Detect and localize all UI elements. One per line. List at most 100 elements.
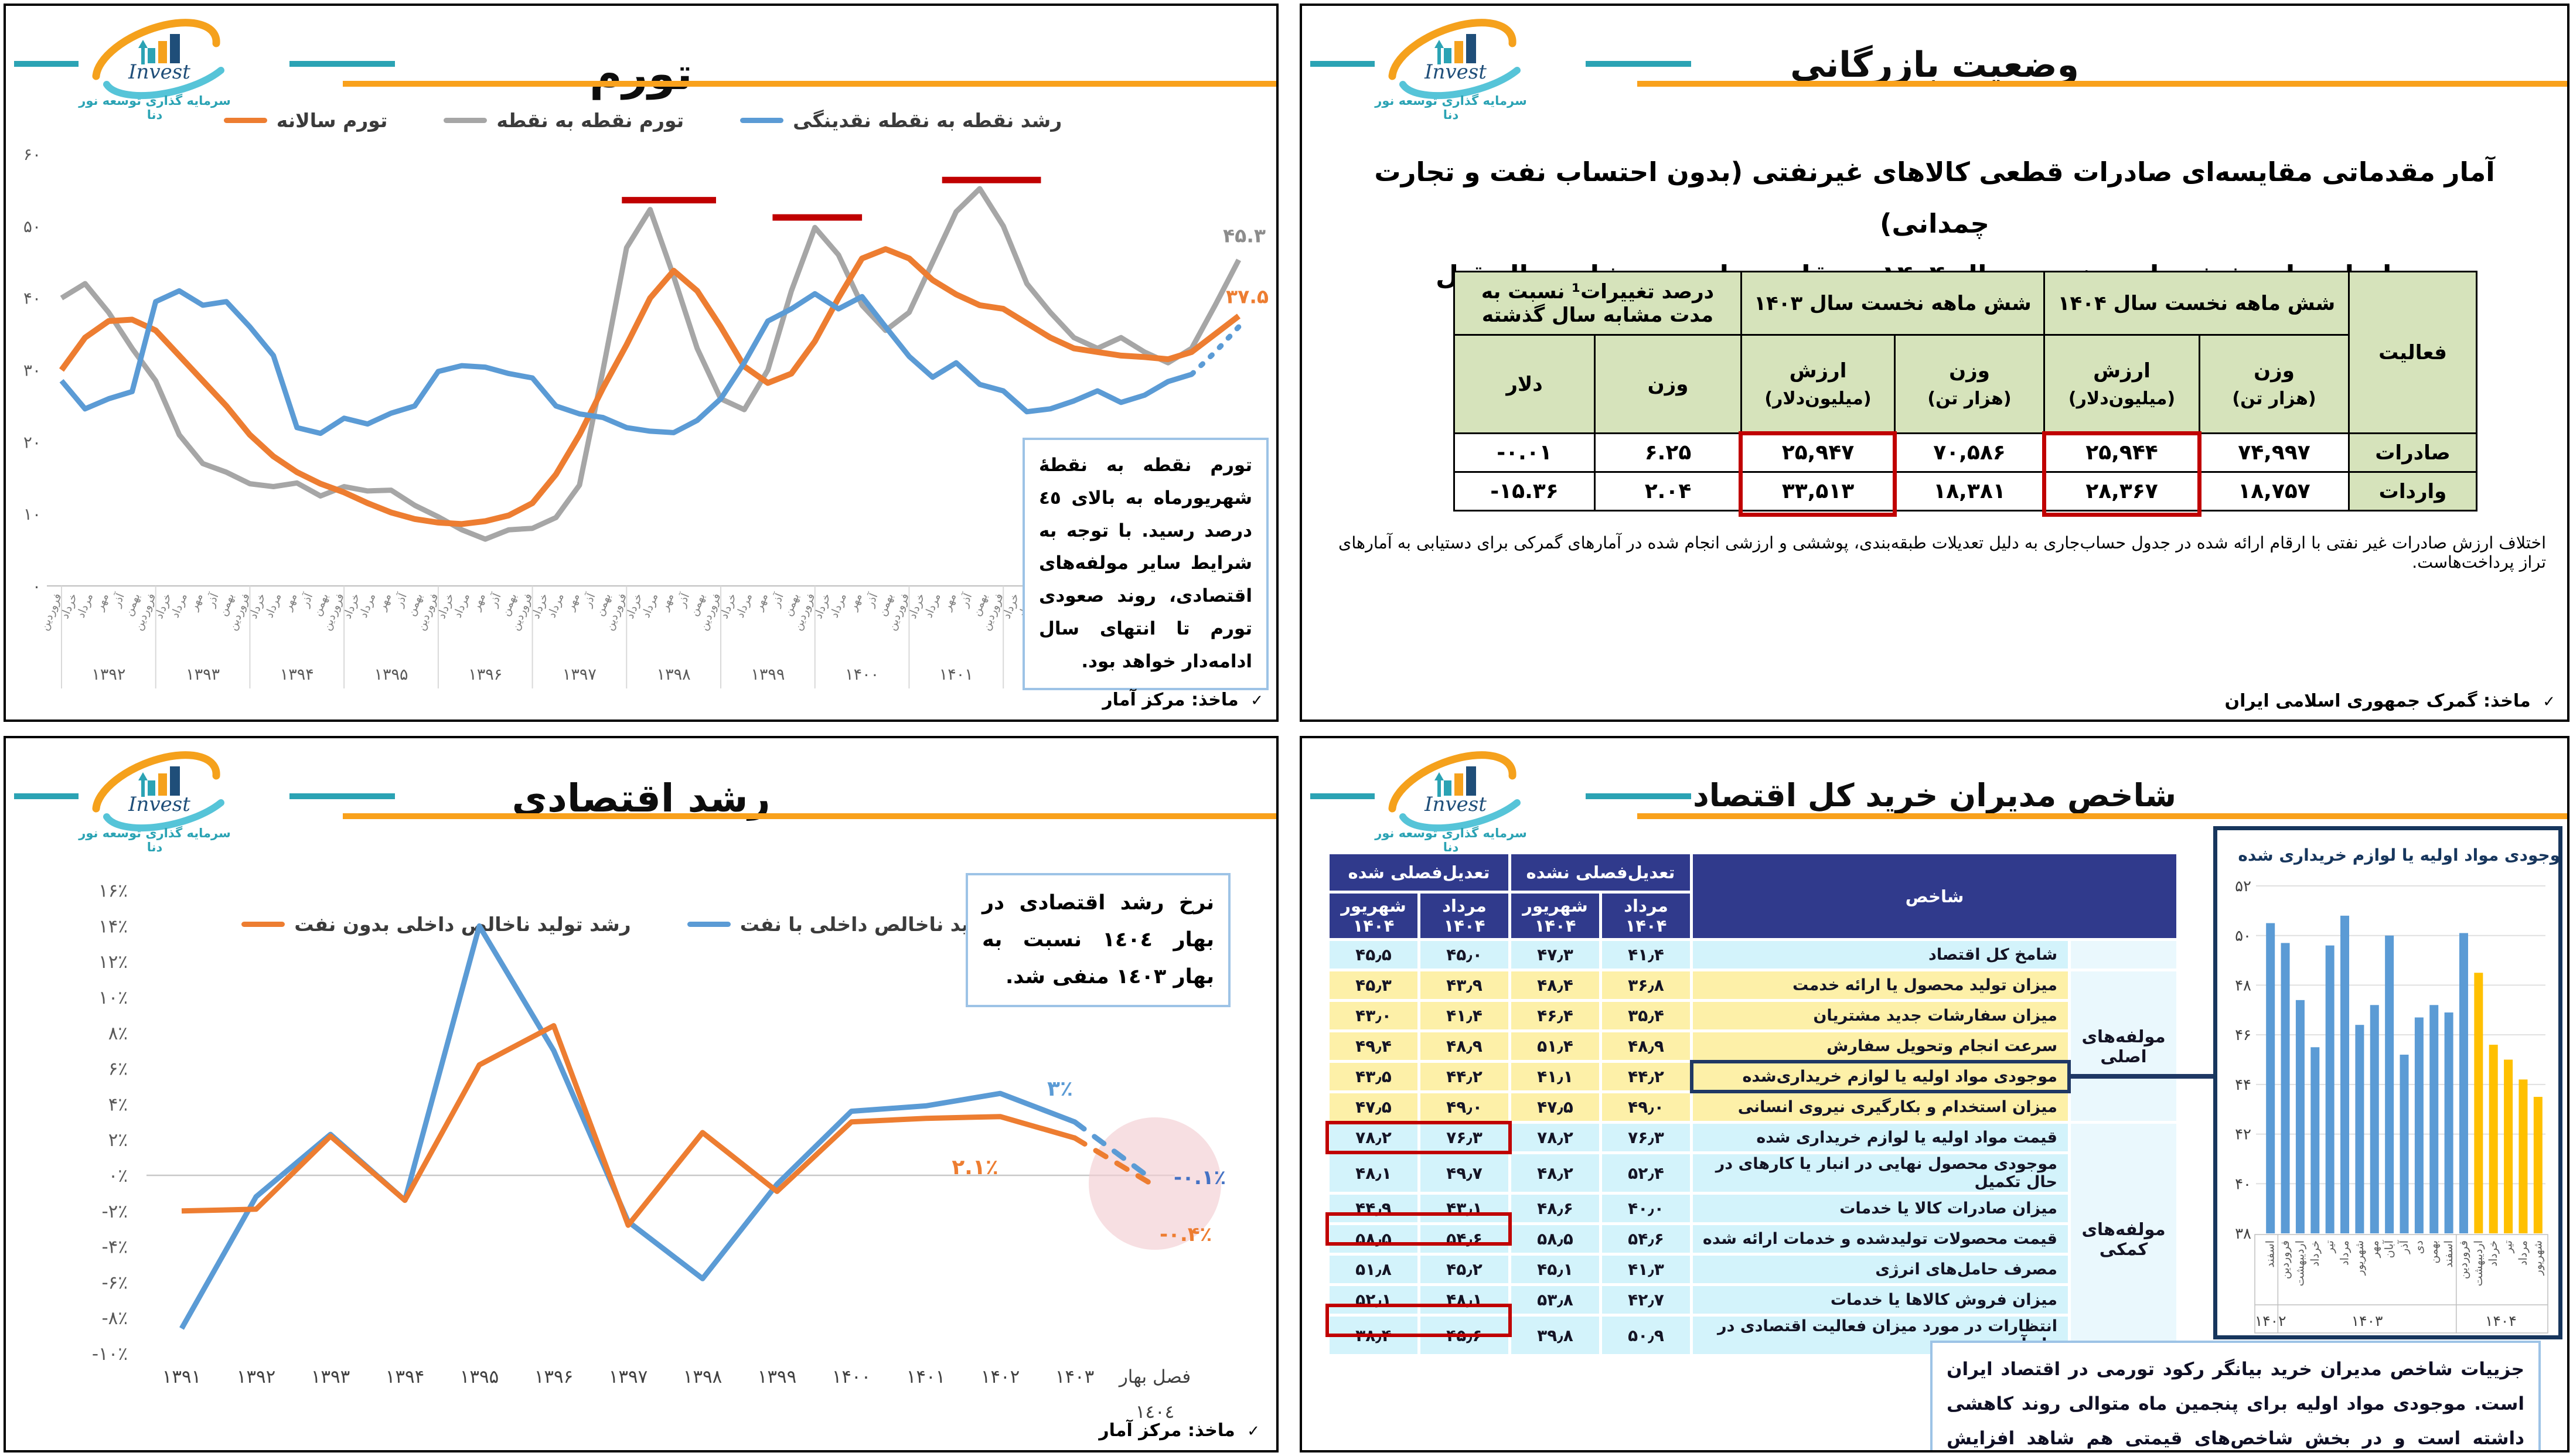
svg-text:فروردین: فروردین — [2457, 1240, 2470, 1279]
svg-text:۱۳۹۴: ۱۳۹۴ — [386, 1366, 425, 1387]
pmi-value: ۴۶٫۴ — [1511, 1002, 1599, 1029]
svg-text:۱۴۰۱: ۱۴۰۱ — [939, 666, 973, 684]
trade-footnote: اختلاف ارزش صادرات غیر نفتی با ارقام ارا… — [1338, 533, 2546, 572]
bar — [2504, 1059, 2513, 1233]
pmi-bar-chart: موجودی مواد اولیه یا لوازم خریداری شده ۵۲… — [2213, 826, 2567, 1339]
col-group-1404: شش ماهه نخست سال ۱۴۰۴ — [2043, 271, 2350, 336]
col-weight-1404: وزن (هزار تن) — [2199, 334, 2350, 434]
svg-text:بهمن: بهمن — [2428, 1240, 2441, 1264]
pmi-value: ۴۵٫۶ — [1420, 1317, 1508, 1354]
pmi-table-row: سرعت انجام وتحویل سفارش ۴۸٫۹ ۵۱٫۴ ۴۸٫۹ ۴۹٫۴ — [1330, 1032, 2176, 1060]
svg-text:۲.۱٪: ۲.۱٪ — [952, 1155, 998, 1179]
pmi-value: ۵۲٫۴ — [1602, 1154, 1690, 1192]
svg-text:دی: دی — [2412, 1240, 2425, 1254]
svg-text:۱۳۹۶: ۱۳۹۶ — [534, 1366, 574, 1387]
pmi-value: ۴۷٫۳ — [1511, 941, 1599, 969]
svg-text:۱۳۹۲: ۱۳۹۲ — [237, 1366, 276, 1387]
pmi-col-unadj-shahrivar: شهریور ۱۴۰۴ — [1511, 894, 1599, 938]
pmi-table-row: قیمت محصولات تولیدشده و خدمات ارائه شده ۵… — [1330, 1225, 2176, 1253]
logo-caption: سرمایه گذاری توسعه نور دنا — [79, 826, 231, 854]
pmi-table-row: مولفه‌های کمکی قیمت مواد اولیه یا لوازم خ… — [1330, 1124, 2176, 1354]
svg-text:۱۴۰۲: ۱۴۰۲ — [2255, 1312, 2286, 1329]
col-pct-weight: وزن — [1594, 334, 1742, 434]
legend-item: تورم سالانه — [220, 109, 387, 132]
pmi-value: ۴۲٫۷ — [1602, 1286, 1690, 1314]
pmi-group-label — [2071, 941, 2176, 969]
pmi-value: ۴۹٫۷ — [1420, 1154, 1508, 1192]
pmi-indicator-name: مصرف حامل‌های انرژی — [1693, 1256, 2068, 1283]
svg-text:۱٤۰٤: ۱٤۰٤ — [1136, 1402, 1175, 1423]
svg-text:اسفند: اسفند — [2442, 1240, 2455, 1268]
trade-panel: Invest سرمایه گذاری توسعه نور دنا وضعیت ب… — [1300, 4, 2569, 722]
svg-text:۱۴۰۱: ۱۴۰۱ — [906, 1366, 946, 1387]
check-icon: ✓ — [2543, 693, 2555, 711]
title-rule — [342, 813, 1276, 819]
svg-text:۴۰: ۴۰ — [23, 289, 41, 308]
pmi-value: ۴۵٫۱ — [1511, 1256, 1599, 1283]
pmi-value: ۵۱٫۴ — [1511, 1032, 1599, 1060]
pmi-indicator-name: موجودی محصول نهایی در انبار یا کارهای در… — [1693, 1154, 2068, 1192]
company-logo: Invest سرمایه گذاری توسعه نور دنا — [1310, 11, 1691, 122]
invest-logo-icon: Invest — [1375, 739, 1533, 836]
p2p-inflation-line — [60, 186, 1241, 542]
pmi-value: ۴۳٫۹ — [1420, 971, 1508, 999]
invest-logo-icon: Invest — [79, 7, 237, 103]
svg-text:۲٪: ۲٪ — [108, 1130, 128, 1151]
pmi-value: ۴۸٫۹ — [1420, 1032, 1508, 1060]
svg-text:موجودی مواد اولیه یا لوازم خری: موجودی مواد اولیه یا لوازم خریداری شده — [2238, 845, 2558, 865]
svg-text:مرداد: مرداد — [2339, 1240, 2352, 1266]
col-pct-dollar: دلار — [1453, 334, 1596, 434]
pmi-col-index: شاخص — [1693, 854, 2176, 938]
pmi-table-row: میزان صادرات کالا یا خدمات ۴۰٫۰ ۴۸٫۶ ۴۳٫۱ ۴۴… — [1330, 1195, 2176, 1222]
svg-text:مهر: مهر — [93, 592, 111, 613]
pmi-value: ۴۴٫۹ — [1330, 1195, 1417, 1222]
svg-text:۱۴۰۳: ۱۴۰۳ — [2352, 1312, 2383, 1329]
col-value-1404: ارزش (میلیون‌دلار) — [2043, 334, 2200, 434]
svg-text:۴۶: ۴۶ — [2235, 1027, 2251, 1044]
svg-text:۶٪: ۶٪ — [108, 1059, 128, 1080]
pmi-value: ۴۳٫۵ — [1330, 1063, 1417, 1090]
bar — [2444, 1012, 2453, 1233]
col-group-pct: درصد تغییرات¹ نسبت به مدت مشابه سال گذشت… — [1453, 271, 1742, 336]
pmi-indicator-name: میزان تولید محصول یا ارائه خدمت — [1693, 971, 2068, 999]
bar — [2489, 1045, 2498, 1233]
logo-dash — [289, 793, 395, 799]
pmi-value: ۳۹٫۸ — [1511, 1317, 1599, 1354]
svg-text:مهر: مهر — [658, 592, 677, 613]
pmi-table-row: شامخ کل اقتصاد ۴۱٫۴ ۴۷٫۳ ۴۵٫۰ ۴۵٫۵ — [1330, 941, 2176, 969]
gdp-with-oil-line — [179, 923, 1076, 1330]
bar — [2370, 1005, 2379, 1233]
svg-text:۱۳۹۳: ۱۳۹۳ — [311, 1366, 350, 1387]
pmi-value: ۳۶٫۸ — [1602, 971, 1690, 999]
pmi-col-adj-mordad: مرداد ۱۴۰۴ — [1420, 894, 1508, 938]
liquidity-line — [59, 288, 1192, 437]
svg-text:-۱۰٪: -۱۰٪ — [92, 1344, 128, 1365]
legend-item: رشد نقطه به نقطه نقدینگی — [737, 109, 1062, 132]
svg-text:۱۴۰۰: ۱۴۰۰ — [832, 1366, 871, 1387]
company-logo: Invest سرمایه گذاری توسعه نور دنا — [14, 11, 395, 122]
logo-dash — [1586, 793, 1691, 799]
pmi-panel: Invest سرمایه گذاری توسعه نور دنا شاخص مد… — [1300, 736, 2569, 1452]
pmi-value: ۴۰٫۰ — [1602, 1195, 1690, 1222]
check-icon: ✓ — [1250, 692, 1263, 710]
growth-note: نرخ رشد اقتصادی در بهار ۱٤۰٤ نسبت به بها… — [966, 873, 1231, 1007]
pmi-value: ۴۱٫۴ — [1602, 941, 1690, 969]
trade-title: وضعیت بازرگانی — [1790, 45, 2079, 86]
trade-table: فعالیت شش ماهه نخست سال ۱۴۰۴ شش ماهه نخس… — [1453, 271, 2477, 512]
svg-text:مهر: مهر — [940, 592, 959, 613]
inflation-source: ✓ ماخذ: مرکز آمار — [1102, 690, 1263, 710]
legend-swatch — [687, 922, 731, 927]
svg-text:Invest: Invest — [1424, 793, 1487, 816]
title-rule — [342, 81, 1276, 87]
pmi-value: ۴۸٫۱ — [1420, 1286, 1508, 1314]
legend-swatch — [223, 118, 267, 123]
svg-text:۵۰: ۵۰ — [23, 217, 41, 236]
pmi-group-label: مولفه‌های اصلی — [2071, 971, 2176, 1121]
svg-text:۱۲٪: ۱۲٪ — [98, 952, 128, 973]
inflation-title: تورم — [589, 47, 693, 100]
pmi-col-adj-shahrivar: شهریور ۱۴۰۴ — [1330, 894, 1417, 938]
svg-text:۵۰: ۵۰ — [2235, 928, 2251, 945]
svg-text:-۶٪: -۶٪ — [102, 1272, 128, 1293]
invest-logo-icon: Invest — [1375, 7, 1533, 103]
svg-text:۴۲: ۴۲ — [2235, 1126, 2251, 1144]
